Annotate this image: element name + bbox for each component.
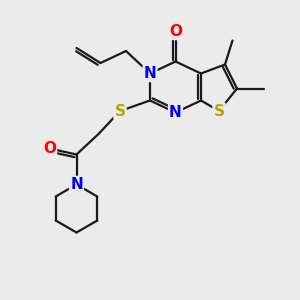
Text: N: N xyxy=(70,177,83,192)
Text: N: N xyxy=(169,105,182,120)
Text: S: S xyxy=(214,103,224,118)
Text: O: O xyxy=(43,141,56,156)
Text: S: S xyxy=(115,103,125,118)
Text: N: N xyxy=(144,66,156,81)
Text: O: O xyxy=(169,24,182,39)
